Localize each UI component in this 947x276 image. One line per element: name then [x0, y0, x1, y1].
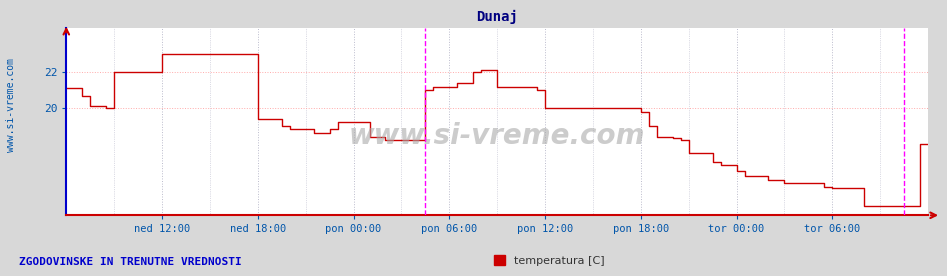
Text: www.si-vreme.com: www.si-vreme.com — [7, 58, 16, 152]
Text: www.si-vreme.com: www.si-vreme.com — [348, 123, 646, 150]
Legend: temperatura [C]: temperatura [C] — [490, 251, 609, 270]
Text: ZGODOVINSKE IN TRENUTNE VREDNOSTI: ZGODOVINSKE IN TRENUTNE VREDNOSTI — [19, 257, 241, 267]
Title: Dunaj: Dunaj — [476, 9, 518, 24]
